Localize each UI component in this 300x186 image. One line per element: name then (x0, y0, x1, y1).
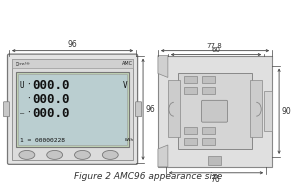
Text: 000.0: 000.0 (32, 107, 69, 120)
FancyBboxPatch shape (4, 102, 10, 117)
Text: 1 = 00000228: 1 = 00000228 (20, 137, 65, 142)
Bar (12, 59, 133, 68)
Ellipse shape (74, 150, 90, 159)
Text: ⓐcrel®: ⓐcrel® (16, 61, 31, 65)
Polygon shape (158, 145, 168, 167)
Text: 77.8: 77.8 (207, 43, 222, 49)
Bar (202, 138, 214, 145)
FancyBboxPatch shape (8, 54, 138, 164)
Text: AMC: AMC (122, 61, 133, 65)
Ellipse shape (47, 150, 63, 159)
Bar (184, 87, 197, 94)
Text: ·: · (26, 95, 31, 104)
FancyBboxPatch shape (136, 102, 142, 117)
Text: kWh: kWh (124, 138, 133, 142)
Bar (202, 87, 214, 94)
Bar (12, 59, 133, 160)
Text: Figure 2 AMC96 appearance size: Figure 2 AMC96 appearance size (74, 172, 222, 181)
Polygon shape (158, 56, 168, 77)
Text: V: V (123, 81, 128, 90)
Text: —: — (20, 110, 24, 116)
Bar (184, 76, 197, 83)
Bar (18, 74, 127, 145)
Bar (16, 73, 129, 147)
Text: 60: 60 (211, 47, 220, 53)
Text: 76: 76 (211, 175, 220, 184)
Text: 90: 90 (281, 107, 291, 116)
Bar (158, 56, 272, 167)
Bar (178, 73, 252, 149)
FancyBboxPatch shape (202, 100, 227, 122)
Bar (168, 80, 180, 137)
Bar (208, 156, 221, 165)
Text: ·: · (26, 109, 31, 118)
Text: ·: · (26, 81, 31, 90)
Bar (184, 127, 197, 134)
Bar (250, 80, 262, 137)
Text: 000.0: 000.0 (32, 79, 69, 92)
Ellipse shape (19, 150, 35, 159)
Text: U: U (20, 81, 25, 90)
Bar (202, 127, 214, 134)
Text: 96: 96 (68, 40, 77, 49)
Bar (202, 76, 214, 83)
Bar (184, 138, 197, 145)
Text: 000.0: 000.0 (32, 93, 69, 106)
Text: 96: 96 (145, 105, 155, 114)
Bar (264, 91, 272, 131)
Ellipse shape (102, 150, 118, 159)
